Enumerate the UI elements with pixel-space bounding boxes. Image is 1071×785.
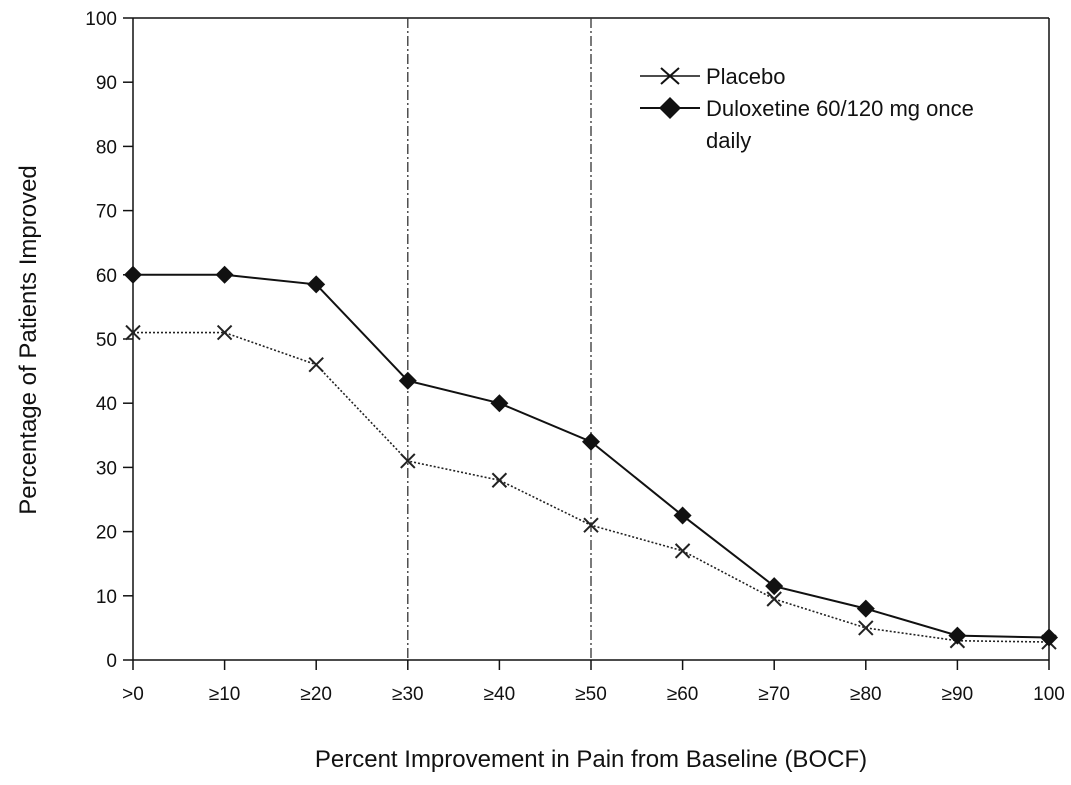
data-point-0-3 (400, 453, 416, 469)
legend-duloxetine-diamond-marker (659, 97, 681, 119)
x-tick-label-10: 100 (1033, 684, 1065, 705)
x-tick-label-7: ≥70 (758, 684, 790, 705)
y-tick-label-80: 80 (96, 137, 117, 158)
data-point-0-8 (858, 620, 874, 636)
legend-placebo-label: Placebo (706, 64, 786, 89)
y-tick-label-60: 60 (96, 266, 117, 287)
data-point-0-4 (491, 472, 508, 488)
y-tick-label-40: 40 (96, 394, 117, 415)
legend: Placebo Duloxetine 60/120 mg once daily (640, 64, 974, 153)
series-layer (124, 265, 1058, 650)
data-point-1-9 (948, 626, 967, 645)
y-tick-label-70: 70 (96, 202, 117, 223)
data-point-1-4 (490, 394, 509, 413)
y-tick-label-100: 100 (85, 9, 117, 30)
data-point-1-1 (215, 265, 234, 284)
data-point-0-2 (308, 356, 324, 373)
y-tick-label-50: 50 (96, 330, 117, 351)
data-point-0-7 (766, 591, 782, 607)
data-point-1-10 (1040, 628, 1058, 647)
x-tick-label-3: ≥30 (392, 684, 424, 705)
legend-duloxetine-label-line2: daily (706, 128, 751, 153)
y-axis: 0 10 20 30 40 50 60 70 80 90 100 (85, 9, 133, 672)
x-tick-label-5: ≥50 (575, 684, 607, 705)
y-tick-label-0: 0 (106, 651, 117, 672)
x-axis: >0 ≥10 ≥20 ≥30 ≥40 ≥50 ≥60 ≥70 ≥80 ≥90 100 (122, 660, 1065, 705)
data-point-1-0 (124, 265, 142, 284)
x-tick-label-1: ≥10 (209, 684, 241, 705)
x-tick-label-6: ≥60 (667, 684, 699, 705)
legend-duloxetine-label-line1: Duloxetine 60/120 mg once (706, 96, 974, 121)
data-point-1-8 (856, 599, 875, 618)
legend-placebo-x-marker (660, 67, 680, 85)
x-tick-label-9: ≥90 (942, 684, 974, 705)
x-tick-label-8: ≥80 (850, 684, 882, 705)
y-tick-label-10: 10 (96, 587, 117, 608)
y-axis-title: Percentage of Patients Improved (15, 165, 42, 515)
data-point-1-5 (582, 432, 600, 451)
legend-item-duloxetine: Duloxetine 60/120 mg once daily (640, 96, 974, 153)
y-tick-label-20: 20 (96, 523, 117, 544)
x-tick-label-0: >0 (122, 684, 144, 705)
legend-item-placebo: Placebo (640, 64, 786, 89)
data-point-0-5 (583, 517, 599, 533)
y-tick-label-90: 90 (96, 73, 117, 94)
y-tick-label-30: 30 (96, 458, 117, 479)
data-point-0-1 (216, 324, 233, 341)
x-tick-label-2: ≥20 (300, 684, 332, 705)
data-point-1-6 (673, 506, 692, 525)
data-point-0-6 (674, 543, 691, 559)
x-tick-label-4: ≥40 (484, 684, 516, 705)
reference-lines (407, 18, 592, 660)
data-point-0-0 (125, 324, 141, 341)
data-point-1-7 (765, 577, 784, 596)
x-axis-title: Percent Improvement in Pain from Baselin… (315, 746, 867, 773)
data-point-1-2 (307, 275, 326, 294)
data-point-1-3 (398, 371, 417, 390)
series-1 (124, 265, 1058, 647)
